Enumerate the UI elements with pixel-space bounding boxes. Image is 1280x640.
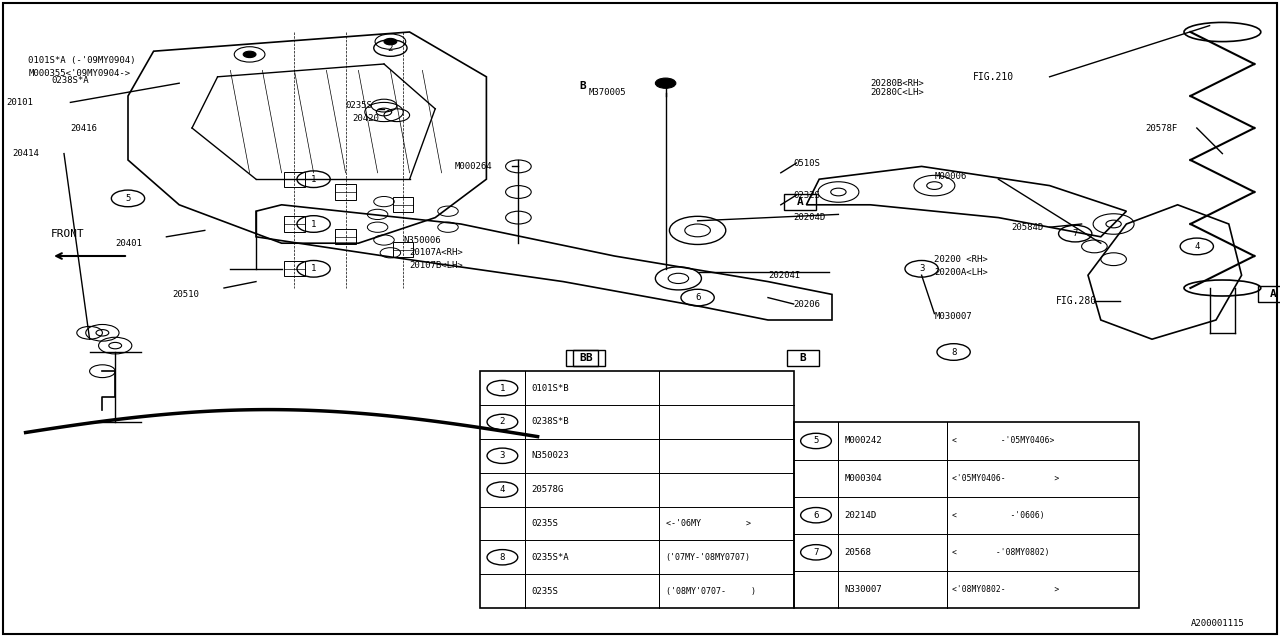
Text: 20420: 20420 <box>352 114 379 123</box>
Text: 20578G: 20578G <box>531 485 563 494</box>
Text: 20206: 20206 <box>794 300 820 308</box>
Text: 1: 1 <box>311 264 316 273</box>
Text: 4: 4 <box>499 485 506 494</box>
Text: 1: 1 <box>311 175 316 184</box>
Text: 20578F: 20578F <box>1146 124 1178 132</box>
Text: 20107A<RH>: 20107A<RH> <box>410 248 463 257</box>
Text: 2: 2 <box>388 44 393 52</box>
Circle shape <box>655 78 676 88</box>
Text: M000242: M000242 <box>845 436 882 445</box>
Text: 1: 1 <box>311 220 316 228</box>
Text: 8: 8 <box>499 553 506 562</box>
Text: 0232S: 0232S <box>794 191 820 200</box>
Text: A200001115: A200001115 <box>1190 620 1244 628</box>
Text: 7: 7 <box>813 548 819 557</box>
Bar <box>393 197 413 212</box>
Text: 20280C<LH>: 20280C<LH> <box>870 88 924 97</box>
Text: B: B <box>799 353 806 364</box>
Text: 0235S: 0235S <box>346 101 372 110</box>
Text: A: A <box>796 196 804 207</box>
Text: <         -'05MY0406>: < -'05MY0406> <box>952 436 1055 445</box>
Text: 3: 3 <box>499 451 506 460</box>
Text: B: B <box>579 81 586 92</box>
Text: M000264: M000264 <box>454 162 492 171</box>
Bar <box>566 351 599 366</box>
Text: 20107B<LH>: 20107B<LH> <box>410 261 463 270</box>
Text: B: B <box>585 353 593 364</box>
Text: N350006: N350006 <box>403 236 440 244</box>
Text: 6: 6 <box>813 511 819 520</box>
Bar <box>783 193 817 210</box>
Text: 8: 8 <box>951 348 956 356</box>
Text: 20401: 20401 <box>115 239 142 248</box>
Text: 0101S*B: 0101S*B <box>531 383 568 392</box>
Text: 20510: 20510 <box>173 290 200 299</box>
Text: <-'06MY         >: <-'06MY > <box>666 519 750 528</box>
Text: 20584D: 20584D <box>1011 223 1043 232</box>
Text: M000355<'09MY0904->: M000355<'09MY0904-> <box>28 69 131 78</box>
Text: M030007: M030007 <box>934 312 972 321</box>
Text: M000304: M000304 <box>845 474 882 483</box>
Text: 0235S*A: 0235S*A <box>531 553 568 562</box>
Text: <           -'0606): < -'0606) <box>952 511 1044 520</box>
Text: 4: 4 <box>1194 242 1199 251</box>
Bar <box>335 229 356 244</box>
Text: <'05MY0406-          >: <'05MY0406- > <box>952 474 1060 483</box>
Bar <box>284 216 305 232</box>
Text: 20204I: 20204I <box>768 271 800 280</box>
Text: 5: 5 <box>813 436 819 445</box>
Text: FIG.280: FIG.280 <box>1056 296 1097 306</box>
Text: 5: 5 <box>125 194 131 203</box>
Text: M00006: M00006 <box>934 172 966 180</box>
Text: FRONT: FRONT <box>51 228 84 239</box>
Text: 20204D: 20204D <box>794 213 826 222</box>
Text: 20414: 20414 <box>13 149 40 158</box>
Text: N350023: N350023 <box>531 451 568 460</box>
Text: 20214D: 20214D <box>845 511 877 520</box>
Bar <box>393 242 413 257</box>
Text: <        -'08MY0802): < -'08MY0802) <box>952 548 1050 557</box>
Bar <box>786 351 819 366</box>
Text: 2: 2 <box>499 417 506 426</box>
Text: 20101: 20101 <box>6 98 33 107</box>
Text: ('08MY'0707-     ): ('08MY'0707- ) <box>666 587 755 596</box>
Bar <box>1258 287 1280 303</box>
Bar <box>794 422 1139 608</box>
Bar <box>480 371 794 608</box>
Text: A: A <box>1270 289 1277 300</box>
Text: 20200A<LH>: 20200A<LH> <box>934 268 988 276</box>
Text: 1: 1 <box>499 383 506 392</box>
Text: B: B <box>579 353 586 364</box>
Text: 6: 6 <box>695 293 700 302</box>
Text: M370005: M370005 <box>589 88 626 97</box>
Text: 0510S: 0510S <box>794 159 820 168</box>
Text: 20568: 20568 <box>845 548 872 557</box>
Text: FIG.210: FIG.210 <box>973 72 1014 82</box>
Text: 20200 <RH>: 20200 <RH> <box>934 255 988 264</box>
Text: 20416: 20416 <box>70 124 97 132</box>
Text: <'08MY0802-          >: <'08MY0802- > <box>952 585 1060 594</box>
Circle shape <box>384 38 397 45</box>
Text: 7: 7 <box>1073 229 1078 238</box>
Circle shape <box>243 51 256 58</box>
Text: 0235S: 0235S <box>531 519 558 528</box>
Text: 3: 3 <box>919 264 924 273</box>
Text: ('07MY-'08MY0707): ('07MY-'08MY0707) <box>666 553 750 562</box>
Text: 0238S*B: 0238S*B <box>531 417 568 426</box>
Text: N330007: N330007 <box>845 585 882 594</box>
Bar <box>284 261 305 276</box>
Text: 0101S*A (-'09MY0904): 0101S*A (-'09MY0904) <box>28 56 136 65</box>
Text: 20280B<RH>: 20280B<RH> <box>870 79 924 88</box>
Bar <box>573 351 604 366</box>
Bar <box>284 172 305 187</box>
Text: 0238S*A: 0238S*A <box>51 76 88 84</box>
Text: 0235S: 0235S <box>531 587 558 596</box>
Bar <box>335 184 356 200</box>
